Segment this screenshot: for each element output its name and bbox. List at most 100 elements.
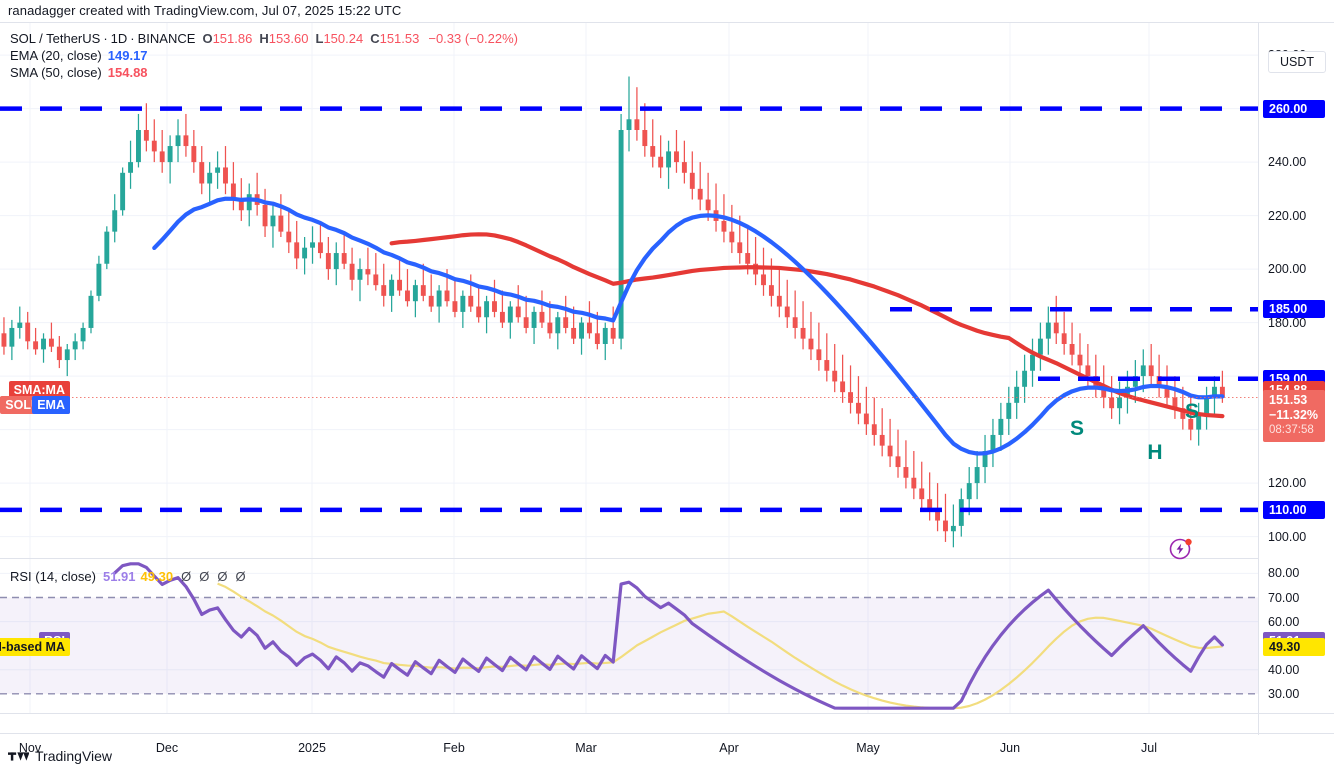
- candle-body: [48, 338, 54, 347]
- level-185[interactable]: 185.00: [1263, 300, 1325, 319]
- candle-body: [895, 456, 901, 468]
- price-tick-180-00: 180.00: [1268, 315, 1307, 330]
- candle-body: [1140, 365, 1146, 377]
- rsi-gridlines: [0, 559, 1258, 713]
- candle-body: [800, 327, 806, 339]
- pattern-head[interactable]: H: [1147, 441, 1163, 464]
- candlestick-series: [1, 76, 1225, 548]
- candle-body: [966, 483, 972, 500]
- candle-body: [1, 333, 7, 347]
- candle-body: [658, 156, 664, 168]
- candle-body: [642, 130, 648, 147]
- rsi-pane[interactable]: [0, 559, 1258, 713]
- lightning-bolt-icon[interactable]: [1168, 535, 1194, 561]
- rsi-series: [113, 562, 1224, 710]
- candle-body: [579, 322, 584, 339]
- candle-body: [223, 167, 228, 184]
- ema-series-tag[interactable]: EMA: [32, 396, 70, 415]
- candle-body: [650, 146, 656, 157]
- candle-body: [729, 231, 735, 243]
- rsi-tick-80-00: 80.00: [1268, 566, 1300, 581]
- candle-body: [151, 140, 157, 152]
- candle-body: [974, 467, 980, 484]
- candle-body: [1117, 397, 1122, 409]
- pattern-left-shoulder[interactable]: S: [1069, 417, 1085, 440]
- candle-body: [1061, 333, 1067, 344]
- candle-body: [1006, 402, 1012, 419]
- candle-body: [33, 341, 39, 350]
- candle-body: [848, 392, 853, 403]
- candle-body: [207, 172, 213, 184]
- candle-body: [238, 199, 244, 211]
- price-pane[interactable]: [0, 23, 1258, 558]
- time-tick-feb: Feb: [443, 741, 465, 755]
- candle-body: [563, 317, 569, 328]
- tradingview-logo-text: TradingView: [35, 748, 113, 764]
- candle-body: [230, 183, 236, 200]
- tradingview-logo[interactable]: TradingView: [8, 748, 112, 764]
- candle-body: [855, 402, 861, 414]
- price-tick-120-00: 120.00: [1268, 476, 1307, 491]
- candle-body: [397, 279, 403, 291]
- rsi-ma-value[interactable]: 49.30: [1263, 638, 1325, 657]
- current-price-tag[interactable]: 151.53 −11.32% 08:37:58: [1263, 389, 1325, 442]
- candle-body: [1037, 338, 1043, 355]
- candle-body: [1196, 413, 1202, 430]
- sma-series-tag[interactable]: SMA:MA: [8, 380, 70, 399]
- price-axis[interactable]: 280.00240.00220.00200.00180.00120.00100.…: [1259, 23, 1334, 558]
- moving-average-series: [152, 196, 1225, 456]
- candle-body: [1188, 418, 1194, 430]
- candle-body: [120, 172, 126, 211]
- candle-body: [112, 210, 118, 232]
- time-axis-separator: [0, 713, 1334, 714]
- candle-body: [1045, 322, 1051, 339]
- candle-body: [215, 167, 221, 173]
- time-tick-jul: Jul: [1141, 741, 1157, 755]
- pattern-right-shoulder[interactable]: S: [1184, 400, 1200, 423]
- candle-body: [9, 327, 15, 347]
- rsi-ma-series-tag[interactable]: RSI-based MA: [0, 638, 70, 657]
- candle-body: [887, 445, 893, 457]
- candle-body: [270, 215, 276, 227]
- candle-body: [523, 317, 529, 328]
- candle-body: [776, 295, 782, 307]
- candle-body: [310, 242, 315, 248]
- candle-body: [41, 338, 46, 350]
- candle-body: [365, 269, 371, 275]
- rsi-tick-30-00: 30.00: [1268, 686, 1300, 701]
- candle-body: [879, 434, 885, 446]
- candle-body: [302, 247, 308, 259]
- time-axis[interactable]: Nov Dec 2025 Feb Mar Apr May Jun Jul: [0, 735, 1334, 759]
- candle-body: [325, 253, 331, 270]
- candle-body: [199, 162, 205, 184]
- candle-body: [468, 295, 474, 307]
- candle-body: [64, 349, 70, 361]
- candle-body: [80, 327, 86, 342]
- rsi-tick-60-00: 60.00: [1268, 614, 1300, 629]
- candle-body: [626, 119, 632, 130]
- candle-body: [1085, 365, 1091, 377]
- level-110[interactable]: 110.00: [1263, 500, 1325, 519]
- candle-body: [405, 290, 410, 302]
- candle-body: [428, 295, 434, 307]
- candle-body: [452, 301, 458, 312]
- candle-body: [824, 360, 830, 371]
- candle-body: [911, 477, 917, 489]
- candle-body: [927, 499, 933, 510]
- candle-body: [547, 322, 553, 334]
- time-tick-nov: Nov: [18, 741, 42, 755]
- candle-body: [784, 306, 790, 318]
- time-tick-2025: 2025: [298, 741, 326, 755]
- level-260[interactable]: 260.00: [1263, 99, 1325, 118]
- candle-body: [816, 349, 822, 361]
- rsi-tick-40-00: 40.00: [1268, 662, 1300, 677]
- currency-badge[interactable]: USDT: [1268, 51, 1326, 73]
- candle-body: [1101, 386, 1107, 398]
- candle-body: [903, 467, 909, 478]
- candle-body: [460, 295, 466, 312]
- candle-body: [499, 311, 505, 323]
- price-tick-240-00: 240.00: [1268, 155, 1307, 170]
- candle-body: [56, 346, 62, 361]
- candle-body: [602, 327, 608, 344]
